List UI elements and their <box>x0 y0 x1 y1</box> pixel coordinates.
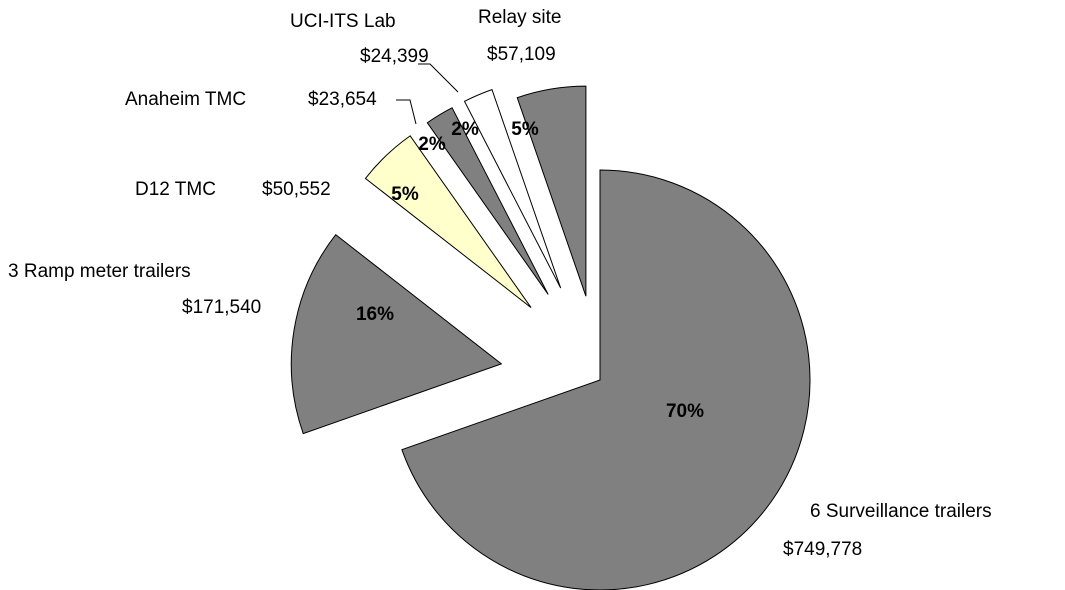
percent-label: 2% <box>418 134 446 155</box>
value-label: $50,552 <box>262 179 331 200</box>
percent-label: 5% <box>511 119 539 140</box>
slice-label: Anaheim TMC <box>125 89 246 110</box>
value-label: $24,399 <box>360 46 429 67</box>
pie-slice <box>364 135 532 308</box>
slice-label: D12 TMC <box>135 179 216 200</box>
pie-slice <box>426 107 549 295</box>
leader-line <box>396 99 417 125</box>
percent-label: 16% <box>356 304 394 325</box>
slice-label: 6 Surveillance trailers <box>810 501 992 522</box>
value-label: $57,109 <box>487 44 556 65</box>
percent-label: 5% <box>391 184 419 205</box>
pie-slice <box>290 234 503 435</box>
pie-slice <box>516 85 587 297</box>
value-label: $23,654 <box>308 89 377 110</box>
slice-label: Relay site <box>478 7 561 28</box>
value-label: $749,778 <box>783 539 862 560</box>
pie-slice <box>463 88 562 289</box>
slice-label: UCI-ITS Lab <box>290 11 396 32</box>
value-label: $171,540 <box>182 297 261 318</box>
percent-label: 2% <box>451 119 479 140</box>
slice-label: 3 Ramp meter trailers <box>8 261 191 282</box>
pie-slice <box>401 169 811 590</box>
percent-label: 70% <box>666 401 704 422</box>
leader-line <box>418 63 459 93</box>
